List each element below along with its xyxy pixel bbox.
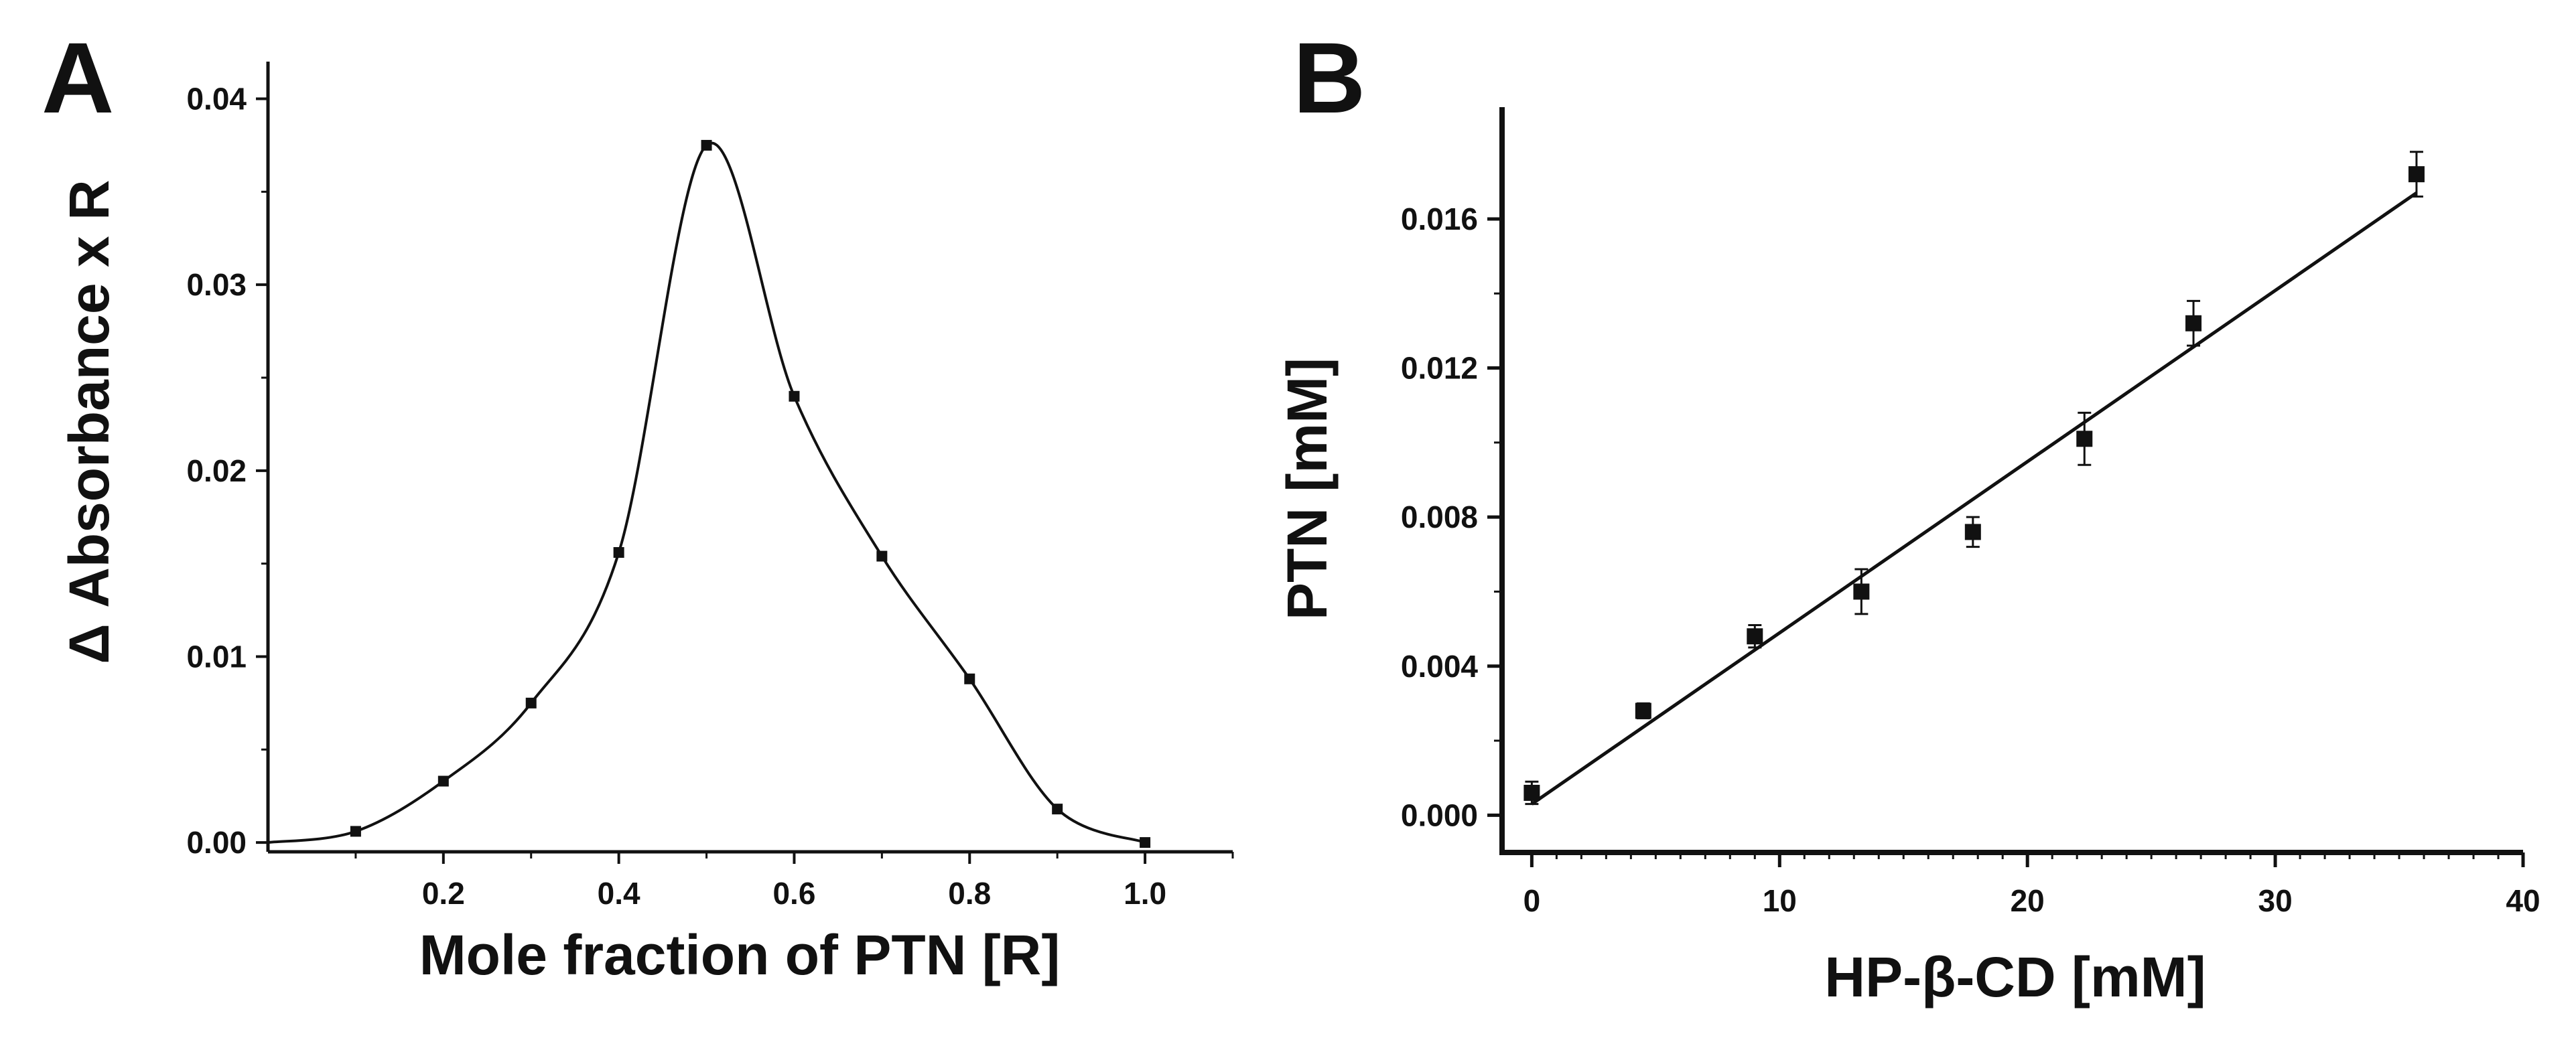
panel-a-y-tick-label: 0.04 (186, 82, 247, 117)
panel-b-y-tick-label: 0.016 (1401, 202, 1478, 236)
panel-b-y-tick-label: 0.000 (1401, 798, 1478, 832)
panel-b-points (1523, 151, 2425, 806)
panel-a-x-tick-label: 0.8 (948, 876, 991, 911)
panel-a-chart: A 0.2 0.4 0.6 0.8 1.0 0.00 0.01 0.02 0.03 0.04 Mo… (42, 21, 1234, 986)
panel-a-data-point (964, 673, 975, 684)
panel-b-data-point (1964, 524, 1981, 540)
panel-b-data-point (2408, 166, 2425, 183)
panel-b-chart: B 0 10 20 30 40 0.000 0.004 0.008 0.012 0.016 HP-… (1276, 21, 2540, 1008)
panel-b-data-point (2076, 431, 2093, 447)
panel-b-y-tick-label: 0.004 (1401, 649, 1479, 684)
panel-a-ticks: 0.2 0.4 0.6 0.8 1.0 0.00 0.01 0.02 0.03 0.04 (186, 82, 1234, 911)
panel-a-x-axis-title: Mole fraction of PTN [R] (419, 923, 1061, 986)
panel-a-data-point (876, 550, 888, 562)
panel-a-data-point (350, 826, 361, 837)
panel-b-x-tick-label: 0 (1523, 883, 1541, 918)
panel-b-y-tick-label: 0.008 (1401, 500, 1478, 534)
panel-b-y-axis-title: PTN [mM] (1276, 358, 1339, 620)
panel-b-ticks: 0 10 20 30 40 0.000 0.004 0.008 0.012 0.016 (1401, 202, 2540, 918)
panel-a-data-point (789, 390, 800, 402)
panel-a-data-point (1140, 837, 1151, 848)
panel-a-curve (267, 141, 1146, 844)
panel-b-fit-line (1530, 191, 2418, 806)
panel-a-y-tick-label: 0.02 (186, 453, 247, 488)
panel-a-x-tick-label: 0.2 (422, 876, 465, 911)
panel-b-fit-line-segment (1530, 191, 2418, 806)
panel-b-x-axis-title: HP-β-CD [mM] (1824, 946, 2206, 1008)
panel-a-data-point (1052, 804, 1063, 815)
panel-b-x-tick-label: 40 (2506, 883, 2540, 918)
panel-b-data-point (1747, 628, 1763, 645)
panel-a-points (350, 139, 1151, 848)
panel-b-y-tick-label: 0.012 (1401, 351, 1478, 386)
panel-a-x-tick-label: 1.0 (1124, 876, 1166, 911)
panel-a-x-tick-label: 0.6 (772, 876, 815, 911)
panel-a-y-axis-title: Δ Absorbance x R (58, 179, 121, 664)
panel-b-x-tick-label: 20 (2011, 883, 2045, 918)
panel-a-series-line (267, 141, 1146, 844)
panel-a-data-point (437, 775, 449, 787)
panel-b-x-tick-label: 30 (2258, 883, 2293, 918)
panel-a-data-point (701, 139, 712, 151)
panel-b-x-tick-label: 10 (1763, 883, 1797, 918)
panel-b-data-point (1523, 784, 1540, 801)
panel-b-data-point (1853, 583, 1870, 600)
panel-b-data-point (2185, 315, 2202, 331)
panel-a-y-tick-label: 0.00 (186, 825, 247, 860)
panel-a-x-tick-label: 0.4 (598, 876, 640, 911)
panel-a-y-tick-label: 0.01 (186, 639, 247, 674)
panel-b-data-point (1635, 702, 1651, 719)
panel-a-letter: A (42, 21, 114, 134)
panel-b-letter: B (1293, 21, 1365, 134)
panel-a-y-tick-label: 0.03 (186, 267, 247, 302)
panel-a-data-point (613, 546, 624, 558)
panel-a-data-point (525, 697, 537, 708)
